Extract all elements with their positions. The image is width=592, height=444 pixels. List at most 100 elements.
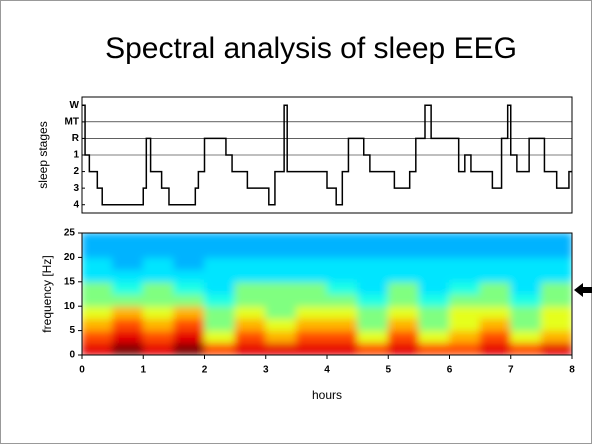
heatmap-cell <box>82 330 114 344</box>
heatmap-cell <box>82 269 114 283</box>
heatmap-cell <box>540 233 572 246</box>
heatmap-cell <box>295 256 328 271</box>
heatmap-cell <box>82 342 114 355</box>
heatmap-cell <box>510 281 542 295</box>
heatmap-cell <box>295 293 328 307</box>
heatmap-cell <box>204 317 236 332</box>
heatmap-cell <box>387 317 420 332</box>
heatmap-cell <box>479 342 512 355</box>
heatmap-cell <box>510 244 542 258</box>
heatmap-cell <box>387 342 420 355</box>
heatmap-cell <box>357 293 389 307</box>
heatmap-cell <box>326 269 359 283</box>
heatmap-cell <box>479 244 512 258</box>
heatmap-cell <box>234 244 267 258</box>
heatmap-cell <box>510 256 542 271</box>
heatmap-cell <box>142 281 175 295</box>
heatmap-cell <box>234 269 267 283</box>
heatmap-cell <box>142 317 175 332</box>
x-tick-label: 2 <box>202 365 208 376</box>
heatmap-cell <box>82 233 114 246</box>
heatmap-cell <box>265 293 297 307</box>
heatmap-cell <box>510 269 542 283</box>
heatmap-cell <box>540 330 572 344</box>
x-tick-label: 3 <box>263 365 269 376</box>
heatmap-cell <box>357 317 389 332</box>
heatmap-cell <box>418 269 450 283</box>
heatmap-cell <box>357 330 389 344</box>
heatmap-cell <box>265 330 297 344</box>
y-tick-label: 5 <box>69 325 75 336</box>
heatmap-cells <box>82 233 572 355</box>
heatmap-cell <box>204 281 236 295</box>
heatmap-cell <box>112 233 144 246</box>
heatmap-cell <box>112 317 144 332</box>
heatmap-cell <box>82 305 114 319</box>
heatmap-cell <box>295 281 328 295</box>
y-tick-label: 10 <box>64 301 76 312</box>
heatmap-cell <box>204 342 236 355</box>
heatmap-cell <box>142 269 175 283</box>
heatmap-cell <box>265 269 297 283</box>
heatmap-cell <box>295 305 328 319</box>
heatmap-cell <box>449 233 481 246</box>
heatmap-cell <box>540 244 572 258</box>
x-tick-label: 4 <box>324 365 330 376</box>
heatmap-cell <box>510 293 542 307</box>
heatmap-cell <box>510 317 542 332</box>
heatmap-cell <box>173 281 205 295</box>
heatmap-cell <box>326 342 359 355</box>
heatmap-cell <box>234 256 267 271</box>
heatmap-cell <box>142 233 175 246</box>
heatmap-cell <box>112 342 144 355</box>
x-axis-label: hours <box>312 388 342 402</box>
heatmap-cell <box>234 342 267 355</box>
spectrogram <box>82 233 572 355</box>
heatmap-cell <box>540 269 572 283</box>
heatmap-cell <box>204 293 236 307</box>
heatmap-cell <box>265 244 297 258</box>
heatmap-cell <box>295 330 328 344</box>
hypnogram: W MT R 1 2 3 4 <box>65 96 573 214</box>
heatmap-cell <box>112 269 144 283</box>
heatmap-cell <box>479 256 512 271</box>
y-tick-label: 15 <box>64 276 76 287</box>
heatmap-cell <box>449 256 481 271</box>
heatmap-cell <box>418 342 450 355</box>
heatmap-cell <box>326 293 359 307</box>
heatmap-cell <box>418 317 450 332</box>
heatmap-cell <box>326 256 359 271</box>
y-tick-label: 3 <box>73 183 79 194</box>
heatmap-cell <box>479 305 512 319</box>
heatmap-cell <box>265 233 297 246</box>
heatmap-cell <box>142 293 175 307</box>
heatmap-cell <box>479 293 512 307</box>
heatmap-cell <box>418 281 450 295</box>
heatmap-cell <box>479 317 512 332</box>
heatmap-cell <box>234 330 267 344</box>
axes: 0 5 10 15 20 25 0 1 2 3 4 5 6 7 8 <box>64 228 575 376</box>
y-axis-label: sleep stages <box>36 121 50 188</box>
heatmap-cell <box>449 317 481 332</box>
heatmap-cell <box>510 233 542 246</box>
heatmap-cell <box>173 233 205 246</box>
heatmap-cell <box>112 244 144 258</box>
heatmap-cell <box>142 256 175 271</box>
heatmap-cell <box>173 342 205 355</box>
heatmap-cell <box>265 305 297 319</box>
heatmap-cell <box>357 305 389 319</box>
heatmap-cell <box>449 342 481 355</box>
heatmap-cell <box>82 293 114 307</box>
heatmap-cell <box>112 330 144 344</box>
heatmap-cell <box>387 281 420 295</box>
y-tick-label: R <box>72 133 80 144</box>
heatmap-cell <box>234 305 267 319</box>
x-tick-label: 5 <box>385 365 391 376</box>
y-tick-label: 2 <box>73 166 79 177</box>
heatmap-cell <box>326 244 359 258</box>
heatmap-cell <box>173 305 205 319</box>
heatmap-cell <box>418 305 450 319</box>
heatmap-cell <box>387 233 420 246</box>
